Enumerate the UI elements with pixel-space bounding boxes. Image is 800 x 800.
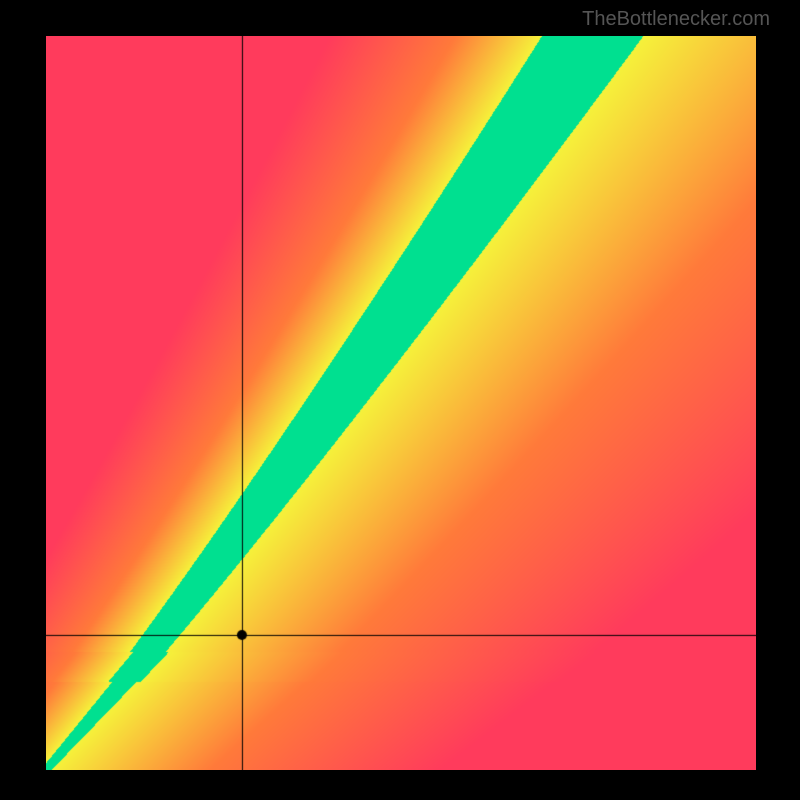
watermark-text: TheBottlenecker.com bbox=[582, 8, 770, 31]
chart-container: TheBottlenecker.com bbox=[0, 0, 800, 800]
heatmap-canvas bbox=[46, 36, 756, 770]
plot-area bbox=[46, 36, 756, 770]
